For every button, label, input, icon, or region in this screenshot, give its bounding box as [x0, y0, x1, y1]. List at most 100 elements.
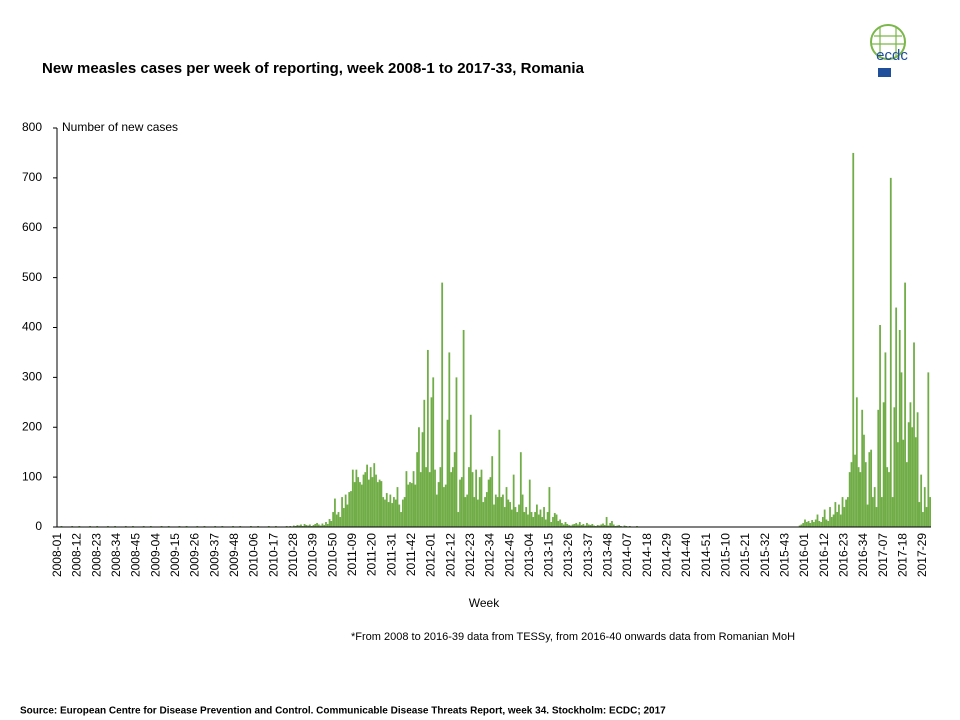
bar — [888, 472, 890, 527]
bar — [378, 479, 381, 527]
bar — [605, 517, 608, 527]
bar — [598, 525, 601, 527]
bar — [609, 523, 612, 527]
x-tick-label: 2008-45 — [129, 533, 143, 577]
bar — [805, 522, 808, 527]
bar — [913, 342, 915, 527]
bar — [895, 307, 898, 527]
bar — [493, 504, 495, 527]
bar — [351, 469, 354, 527]
bar — [550, 522, 553, 527]
x-tick-label: 2015-21 — [738, 533, 752, 577]
bar — [409, 482, 411, 527]
bar — [809, 523, 812, 527]
bar — [861, 409, 864, 527]
bar — [400, 512, 402, 527]
x-tick-label: 2010-39 — [306, 533, 320, 577]
bar — [407, 484, 410, 527]
bar — [537, 514, 540, 527]
bar — [348, 492, 351, 527]
bar — [478, 477, 481, 527]
bar — [366, 464, 368, 527]
bar — [380, 481, 383, 527]
bar — [514, 507, 517, 527]
bar — [496, 497, 499, 527]
x-tick-label: 2017-07 — [876, 533, 890, 577]
x-tick-label: 2010-50 — [325, 533, 339, 577]
bar — [587, 524, 590, 527]
bar — [371, 477, 374, 527]
bar — [325, 522, 327, 527]
bar — [564, 522, 567, 527]
bar — [443, 487, 445, 527]
bar — [830, 517, 833, 527]
bar — [907, 422, 910, 527]
bar — [880, 497, 883, 527]
y-axis-label: Number of new cases — [62, 120, 178, 134]
y-tick-label: 200 — [22, 419, 42, 433]
bar — [897, 442, 899, 527]
bar — [323, 525, 326, 527]
bar — [384, 499, 386, 527]
bar — [612, 524, 615, 527]
bar — [568, 525, 570, 527]
bar — [543, 507, 545, 527]
x-tick-label: 2008-23 — [89, 533, 103, 577]
bar — [398, 504, 401, 527]
bar — [350, 491, 352, 527]
bar — [839, 514, 842, 527]
source: Source: European Centre for Disease Prev… — [20, 706, 666, 717]
y-tick-label: 600 — [22, 220, 42, 234]
bar — [330, 521, 333, 527]
x-tick-label: 2008-12 — [70, 533, 84, 577]
bar — [341, 497, 343, 527]
bar — [857, 467, 860, 527]
bar — [468, 467, 470, 527]
bar — [418, 427, 420, 527]
bar — [403, 497, 406, 527]
bar — [300, 524, 302, 527]
bar — [485, 492, 488, 527]
bar — [457, 512, 460, 527]
bar — [580, 525, 583, 527]
x-tick-label: 2016-34 — [856, 533, 870, 577]
bar — [425, 467, 427, 527]
bar — [566, 524, 569, 527]
bar — [898, 329, 901, 527]
x-tick-label: 2011-09 — [345, 533, 359, 576]
bar — [521, 494, 524, 527]
bar — [582, 524, 585, 527]
x-tick-label: 2012-12 — [443, 533, 457, 577]
logo-grid — [872, 27, 904, 57]
bar — [317, 524, 320, 527]
bar — [423, 399, 426, 527]
x-tick-label: 2017-29 — [915, 533, 929, 577]
bar — [464, 497, 467, 527]
bar — [836, 512, 839, 527]
x-tick-label: 2013-15 — [542, 533, 556, 577]
bar — [434, 469, 436, 527]
bar — [909, 402, 912, 527]
bar — [893, 407, 896, 527]
bar — [389, 494, 392, 527]
logo-globe — [870, 24, 906, 60]
bar — [305, 525, 308, 527]
bar — [498, 429, 501, 527]
bar — [435, 494, 438, 527]
bar — [430, 397, 433, 527]
bar — [494, 494, 497, 527]
bar — [818, 521, 821, 527]
bar — [507, 499, 510, 527]
bar — [532, 517, 535, 527]
bar — [460, 477, 463, 527]
bar — [854, 454, 856, 527]
bar — [309, 524, 311, 527]
x-tick-label: 2014-40 — [679, 533, 693, 577]
bar — [451, 467, 454, 527]
bar — [562, 524, 565, 527]
bar — [396, 487, 399, 527]
x-tick-label: 2012-01 — [424, 533, 438, 577]
bar — [344, 494, 347, 527]
